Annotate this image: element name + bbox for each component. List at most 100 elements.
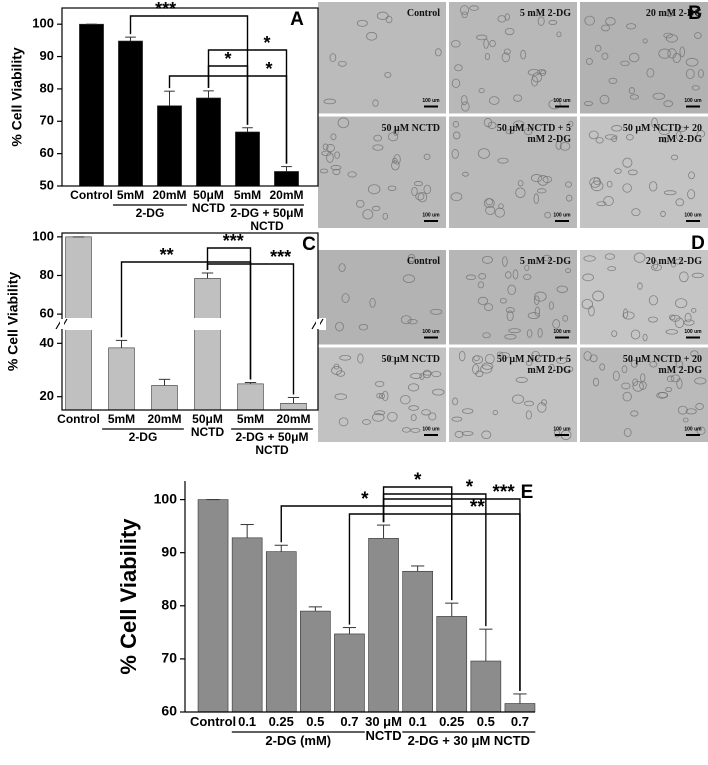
- cell-texture: [626, 134, 634, 141]
- cell-texture: [697, 69, 704, 78]
- cell-texture: [452, 131, 461, 140]
- cell-texture: [335, 321, 344, 332]
- cell-texture: [696, 426, 706, 435]
- cell-texture: [527, 68, 541, 76]
- cell-texture: [531, 76, 539, 87]
- cell-texture: [476, 34, 488, 41]
- cell-texture: [595, 137, 604, 144]
- cell-texture: [622, 157, 633, 168]
- image-caption: Control: [406, 256, 440, 267]
- significance-bracket: [206, 247, 252, 380]
- y-axis-title: % Cell Viability: [9, 47, 25, 147]
- cell-texture: [393, 154, 401, 165]
- cell-texture: [382, 212, 389, 220]
- cell-texture: [694, 32, 702, 39]
- cell-texture: [611, 125, 623, 132]
- cell-texture: [583, 351, 592, 361]
- cell-texture: [596, 201, 607, 207]
- cell-texture: [588, 305, 595, 317]
- y-tick-label: 20: [40, 388, 54, 403]
- cell-texture: [323, 98, 337, 105]
- cell-texture: [374, 410, 386, 416]
- cell-texture: [685, 68, 695, 79]
- cell-texture: [688, 171, 695, 180]
- group-label: 2-DG: [135, 206, 165, 220]
- cell-texture: [629, 94, 640, 100]
- y-tick-label: 80: [40, 80, 54, 95]
- cell-texture: [581, 298, 593, 310]
- cell-texture: [452, 397, 459, 406]
- cell-texture: [694, 377, 707, 385]
- cell-texture: [484, 53, 491, 61]
- cell-texture: [330, 133, 337, 141]
- cell-texture: [502, 256, 508, 267]
- cell-texture: [589, 354, 598, 363]
- cell-texture: [642, 333, 648, 342]
- cell-texture: [605, 17, 616, 26]
- scale-bar-label: 100 um: [553, 426, 571, 432]
- cell-texture: [559, 142, 571, 151]
- significance-label: **: [160, 245, 174, 265]
- cell-texture: [623, 428, 632, 437]
- significance-label: **: [470, 497, 485, 518]
- cell-texture: [601, 52, 609, 60]
- group-label: 2-DG + 50μM NCTD: [235, 430, 309, 458]
- cell-texture: [329, 53, 337, 63]
- image-caption: 5 mM 2-DG: [519, 256, 571, 267]
- scale-bar-label: 100 um: [422, 426, 440, 432]
- cell-texture: [690, 350, 699, 358]
- cell-texture: [481, 255, 493, 264]
- cell-texture: [372, 144, 384, 151]
- cell-texture: [362, 419, 371, 425]
- x-tick-label: 5mM: [233, 188, 262, 202]
- scale-bar-label: 100 um: [684, 426, 702, 432]
- cell-texture: [594, 44, 602, 52]
- cell-texture: [430, 308, 443, 315]
- cell-texture: [489, 39, 496, 48]
- bar: [235, 131, 260, 187]
- cell-texture: [676, 378, 683, 389]
- cell-texture: [330, 165, 342, 171]
- cell-texture: [649, 181, 658, 192]
- cell-texture: [565, 268, 571, 274]
- bar: [300, 610, 331, 713]
- cell-texture: [531, 350, 540, 361]
- cell-texture: [505, 129, 515, 135]
- axis-break: [54, 318, 326, 330]
- significance-label: ***: [492, 482, 515, 503]
- x-tick-label: 0.7: [510, 714, 529, 729]
- bar: [368, 538, 399, 713]
- x-tick-label: 0.1: [408, 714, 427, 729]
- panel-label: A: [290, 9, 304, 30]
- group-label: 2-DG + 50μM NCTD: [230, 206, 304, 234]
- cell-texture: [646, 68, 655, 78]
- cell-texture: [410, 427, 421, 433]
- cell-texture: [663, 100, 674, 108]
- cell-texture: [606, 180, 613, 188]
- y-tick-label: 100: [154, 490, 178, 506]
- cell-texture: [515, 187, 526, 198]
- cell-texture: [548, 19, 558, 26]
- scale-bar-label: 100 um: [684, 329, 702, 335]
- significance-label: *: [265, 59, 272, 79]
- bar: [108, 347, 135, 411]
- cell-texture: [461, 11, 468, 19]
- bar: [402, 570, 433, 713]
- cell-texture: [679, 271, 689, 283]
- cell-texture: [367, 184, 381, 195]
- cell-texture: [639, 381, 647, 390]
- y-tick-label: 60: [40, 145, 54, 160]
- y-tick-label: 100: [32, 16, 54, 31]
- cell-texture: [517, 180, 524, 187]
- bar: [79, 23, 104, 187]
- cell-texture: [372, 205, 381, 212]
- cell-texture: [533, 193, 540, 204]
- cell-texture: [452, 121, 460, 128]
- cell-texture: [338, 417, 349, 427]
- cell-texture: [666, 375, 675, 383]
- cell-texture: [651, 117, 658, 129]
- cell-texture: [477, 281, 485, 289]
- cell-texture: [642, 38, 648, 44]
- cell-texture: [534, 291, 547, 302]
